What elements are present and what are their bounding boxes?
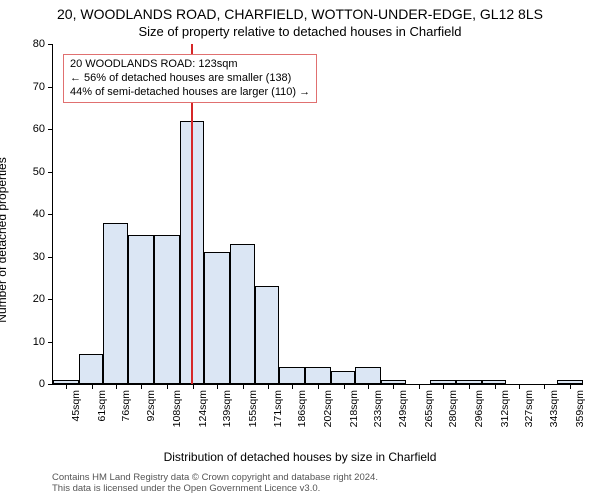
x-tick <box>393 384 394 389</box>
chart-title-subtitle: Size of property relative to detached ho… <box>0 24 600 39</box>
x-tick-label: 124sqm <box>197 390 209 427</box>
histogram-bar <box>255 286 279 384</box>
y-tick-label: 20 <box>33 293 45 305</box>
annotation-line-3: 44% of semi-detached houses are larger (… <box>70 86 310 100</box>
x-tick-label: 171sqm <box>272 390 284 427</box>
x-tick-label: 61sqm <box>96 390 108 422</box>
y-tick-label: 0 <box>39 378 45 390</box>
x-tick-label: 327sqm <box>523 390 535 427</box>
histogram-bar <box>355 367 381 384</box>
x-tick <box>193 384 194 389</box>
histogram-bar <box>103 223 129 385</box>
x-tick <box>469 384 470 389</box>
x-tick <box>92 384 93 389</box>
x-tick <box>544 384 545 389</box>
x-tick <box>141 384 142 389</box>
x-tick <box>344 384 345 389</box>
y-tick <box>48 87 53 88</box>
histogram-bar <box>154 235 180 384</box>
plot-area: 20 WOODLANDS ROAD: 123sqm ← 56% of detac… <box>52 44 583 385</box>
y-tick <box>48 172 53 173</box>
y-tick-label: 80 <box>33 38 45 50</box>
x-tick-label: 155sqm <box>247 390 259 427</box>
y-tick <box>48 129 53 130</box>
x-tick <box>495 384 496 389</box>
x-tick-label: 359sqm <box>574 390 586 427</box>
annotation-line-2: ← 56% of detached houses are smaller (13… <box>70 72 310 86</box>
y-tick <box>48 44 53 45</box>
x-axis-label: Distribution of detached houses by size … <box>0 450 600 464</box>
y-tick <box>48 342 53 343</box>
x-tick-label: 139sqm <box>221 390 233 427</box>
x-tick <box>368 384 369 389</box>
x-tick <box>268 384 269 389</box>
x-tick-label: 202sqm <box>322 390 334 427</box>
y-tick-label: 70 <box>33 81 45 93</box>
x-tick <box>318 384 319 389</box>
x-tick-label: 186sqm <box>296 390 308 427</box>
x-tick <box>243 384 244 389</box>
y-tick-label: 10 <box>33 336 45 348</box>
x-tick-label: 218sqm <box>348 390 360 427</box>
y-tick <box>48 384 53 385</box>
credit-line-2: This data is licensed under the Open Gov… <box>52 483 378 494</box>
annotation-line-1: 20 WOODLANDS ROAD: 123sqm <box>70 58 310 72</box>
y-tick <box>48 299 53 300</box>
y-tick-label: 50 <box>33 166 45 178</box>
x-tick-label: 280sqm <box>447 390 459 427</box>
histogram-bar <box>305 367 331 384</box>
credit-text: Contains HM Land Registry data © Crown c… <box>52 472 378 495</box>
x-tick <box>66 384 67 389</box>
y-tick-label: 40 <box>33 208 45 220</box>
x-tick-label: 108sqm <box>171 390 183 427</box>
x-tick <box>519 384 520 389</box>
x-tick-label: 249sqm <box>397 390 409 427</box>
x-tick <box>167 384 168 389</box>
y-tick-label: 30 <box>33 251 45 263</box>
x-tick-label: 233sqm <box>372 390 384 427</box>
x-tick-label: 312sqm <box>499 390 511 427</box>
x-tick-label: 92sqm <box>145 390 157 422</box>
x-tick <box>116 384 117 389</box>
x-tick <box>570 384 571 389</box>
y-tick <box>48 214 53 215</box>
y-tick-label: 60 <box>33 123 45 135</box>
annotation-box: 20 WOODLANDS ROAD: 123sqm ← 56% of detac… <box>63 54 317 103</box>
histogram-bar <box>331 371 355 384</box>
x-tick <box>419 384 420 389</box>
chart-container: 20, WOODLANDS ROAD, CHARFIELD, WOTTON-UN… <box>0 0 600 500</box>
histogram-bar <box>79 354 103 384</box>
histogram-bar <box>204 252 230 384</box>
x-tick <box>217 384 218 389</box>
chart-title-address: 20, WOODLANDS ROAD, CHARFIELD, WOTTON-UN… <box>0 6 600 22</box>
histogram-bar <box>128 235 154 384</box>
y-axis-label: Number of detached properties <box>0 75 9 240</box>
x-tick <box>443 384 444 389</box>
credit-line-1: Contains HM Land Registry data © Crown c… <box>52 472 378 483</box>
x-tick-label: 45sqm <box>70 390 82 422</box>
x-tick-label: 265sqm <box>423 390 435 427</box>
x-tick-label: 76sqm <box>120 390 132 422</box>
histogram-bar <box>230 244 256 384</box>
x-tick <box>292 384 293 389</box>
x-tick-label: 343sqm <box>548 390 560 427</box>
y-tick <box>48 257 53 258</box>
histogram-bar <box>279 367 305 384</box>
x-tick-label: 296sqm <box>473 390 485 427</box>
